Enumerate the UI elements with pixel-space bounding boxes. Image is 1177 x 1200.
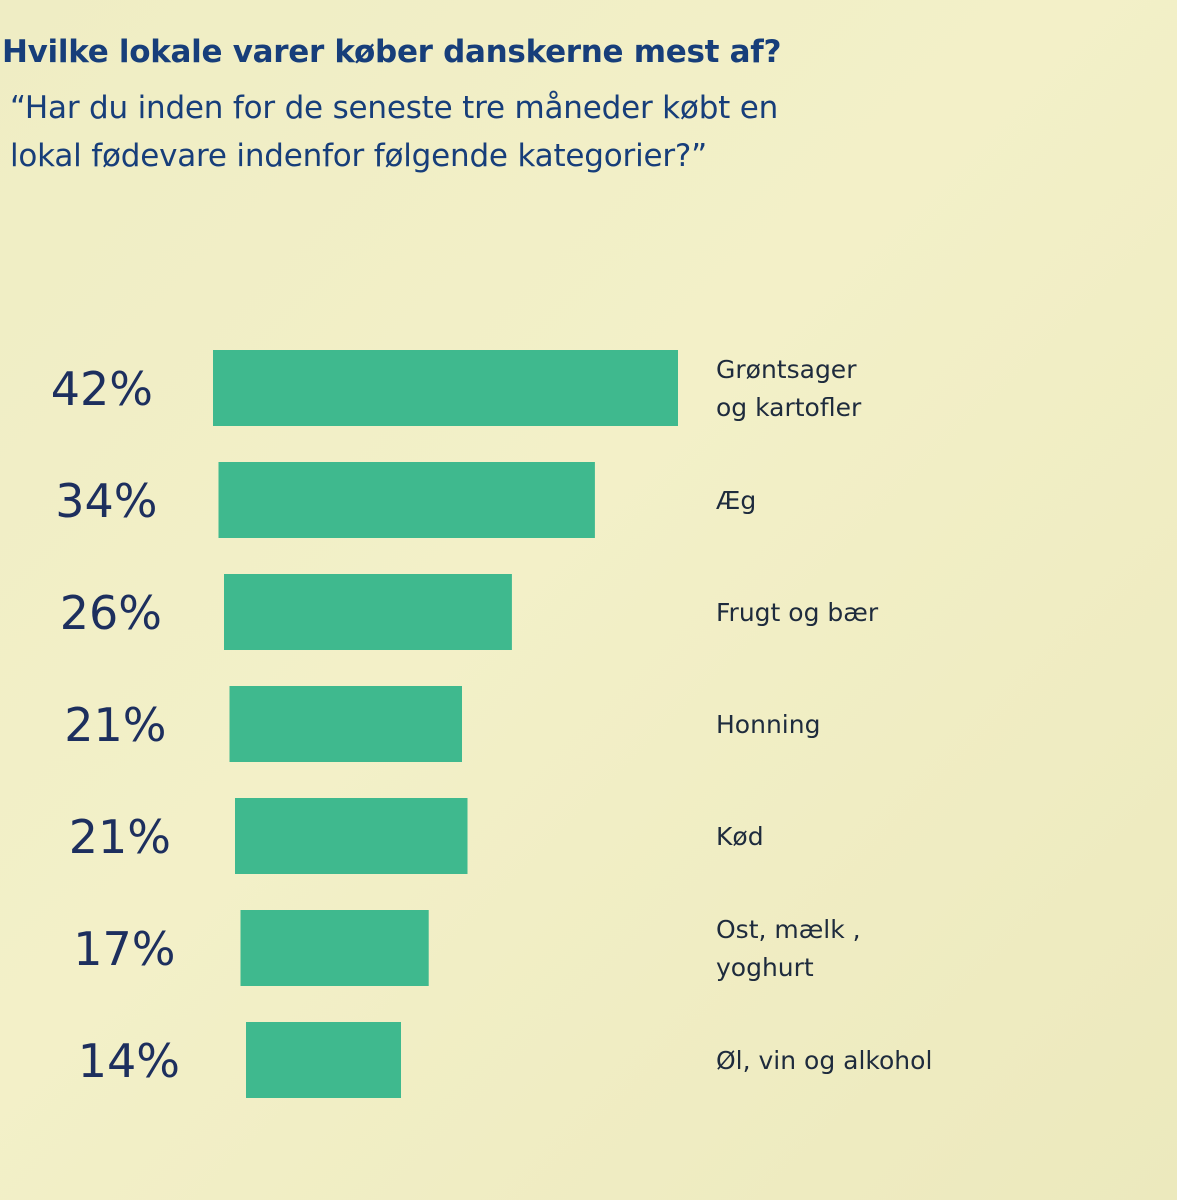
- subtitle-line: “Har du inden for de seneste tre måneder…: [10, 90, 779, 126]
- category-label: Kød: [716, 822, 764, 851]
- bar: [240, 910, 429, 986]
- bar: [235, 798, 468, 874]
- value-label: 14%: [78, 1034, 180, 1088]
- category-label: og kartofler: [716, 393, 862, 422]
- value-label: 42%: [51, 362, 153, 416]
- category-label: Grøntsager: [716, 355, 857, 384]
- category-label: yoghurt: [716, 953, 814, 982]
- value-label: 21%: [64, 698, 166, 752]
- chart-title: Hvilke lokale varer køber danskerne mest…: [2, 34, 782, 70]
- bar: [218, 462, 595, 538]
- bar: [246, 1022, 401, 1098]
- value-label: 21%: [69, 810, 171, 864]
- bar: [213, 350, 678, 426]
- subtitle-line: lokal fødevare indenfor følgende kategor…: [10, 138, 708, 174]
- bar: [229, 686, 462, 762]
- bar: [224, 574, 512, 650]
- value-label: 17%: [73, 922, 175, 976]
- category-label: Frugt og bær: [716, 598, 879, 627]
- category-label: Honning: [716, 710, 820, 739]
- category-label: Øl, vin og alkohol: [716, 1046, 932, 1075]
- value-label: 34%: [55, 474, 157, 528]
- value-label: 26%: [60, 586, 162, 640]
- category-label: Æg: [716, 486, 756, 515]
- category-label: Ost, mælk ,: [716, 915, 861, 944]
- chart-subtitle: “Har du inden for de seneste tre måneder…: [10, 84, 910, 180]
